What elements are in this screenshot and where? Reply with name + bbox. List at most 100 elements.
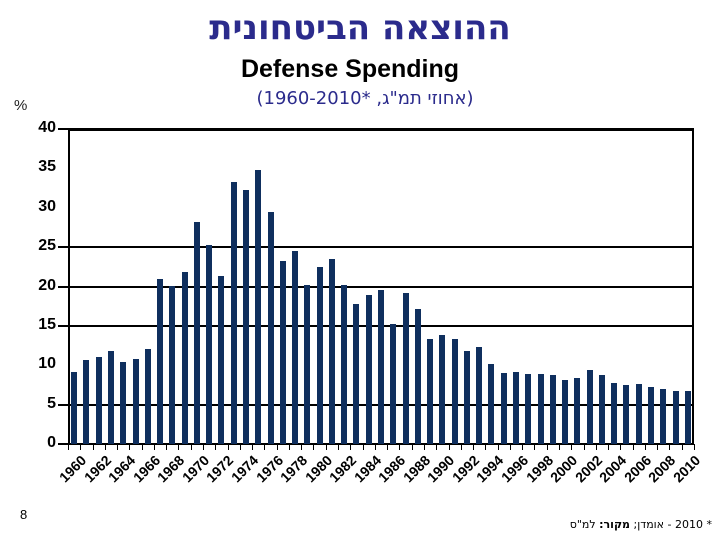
bar-1971 [206,244,213,444]
y-tick-label: 30 [38,197,56,215]
x-tick-mark [608,444,610,450]
x-tick-mark [239,444,241,450]
x-tick-mark [485,444,487,450]
x-tick-mark [632,444,634,450]
bar-2008 [660,388,667,444]
x-tick-mark [129,444,131,450]
gridline [58,246,694,249]
bar-1993 [476,347,483,444]
x-tick-mark [571,444,573,450]
bar-2010 [684,391,691,444]
x-tick-mark [166,444,168,450]
gridline [58,285,694,288]
chart-subtitle: (אחוזי תמ"ג, *1960-2010) [256,88,474,109]
x-tick-mark [227,444,229,450]
bar-1969 [181,271,188,444]
bar-1965 [132,358,139,444]
gridline [58,403,694,406]
y-axis-unit: % [14,97,28,114]
x-tick-mark [153,444,155,450]
bar-2007 [648,387,655,444]
x-tick-mark [644,444,646,450]
bar-2002 [586,369,593,444]
plot-area [68,129,694,444]
x-tick-mark [215,444,217,450]
x-tick-mark [190,444,192,450]
y-tick-label: 10 [38,355,56,373]
bar-2005 [623,384,630,444]
x-tick-mark [620,444,622,450]
x-tick-mark [411,444,413,450]
x-tick-mark [104,444,106,450]
gridline [58,443,694,445]
estimate-note: * 2010 - אומדן; [630,518,712,531]
bar-1963 [107,351,114,444]
x-tick-mark [558,444,560,450]
x-tick-mark [399,444,401,450]
x-tick-mark [497,444,499,450]
bar-1968 [169,285,176,444]
bar-1995 [500,373,507,444]
y-tick-label: 40 [38,119,56,136]
x-tick-mark [141,444,143,450]
bar-2006 [635,384,642,444]
x-tick-mark [117,444,119,450]
bar-1985 [378,290,384,444]
page-number: 8 [20,507,28,522]
bar-1960 [71,371,78,444]
x-tick-mark [694,444,695,450]
bar-1990 [439,335,446,444]
x-tick-mark [374,444,376,450]
bar-1989 [427,339,434,444]
y-tick-label: 5 [47,394,56,412]
bar-1979 [304,284,311,444]
x-tick-mark [203,444,205,450]
bar-1972 [218,276,225,444]
x-tick-mark [264,444,266,450]
y-tick-label: 25 [38,237,56,255]
x-tick-mark [301,444,303,450]
x-tick-mark [473,444,475,450]
bar-1976 [267,212,274,444]
x-tick-mark [313,444,315,450]
x-tick-mark [178,444,180,450]
x-tick-mark [546,444,548,450]
x-tick-mark [595,444,597,450]
bar-1966 [144,348,151,444]
bar-2009 [672,391,679,444]
bar-1991 [451,339,458,444]
x-tick-mark [460,444,462,450]
x-tick-mark [338,444,340,450]
bar-1970 [193,221,200,444]
x-tick-mark [423,444,425,450]
x-tick-mark [252,444,254,450]
x-tick-mark [534,444,536,450]
bar-1977 [279,261,286,444]
y-tick-label: 20 [38,276,56,294]
bar-1984 [365,295,372,444]
bar-1998 [537,373,544,444]
x-tick-mark [288,444,290,450]
bar-1994 [488,364,495,444]
y-tick-label: 35 [38,158,56,176]
chart-title-english: Defense Spending [240,55,460,83]
bar-1962 [95,356,102,444]
x-tick-mark [325,444,327,450]
x-tick-mark [669,444,671,450]
y-tick-label: 0 [47,434,56,451]
bar-2001 [574,377,581,444]
bar-1999 [549,375,556,444]
bar-1980 [316,266,323,444]
x-tick-mark [387,444,389,450]
x-tick-mark [583,444,585,450]
bar-1973 [230,181,237,444]
x-tick-mark [448,444,450,450]
bar-1982 [341,284,348,444]
source-note: * 2010 - אומדן; מקור: למ"ס [570,518,712,531]
x-tick-mark [681,444,683,450]
bar-2000 [562,380,569,444]
x-tick-mark [276,444,278,450]
bar-1997 [525,373,532,444]
bar-1975 [255,169,262,444]
bar-1996 [513,372,520,444]
